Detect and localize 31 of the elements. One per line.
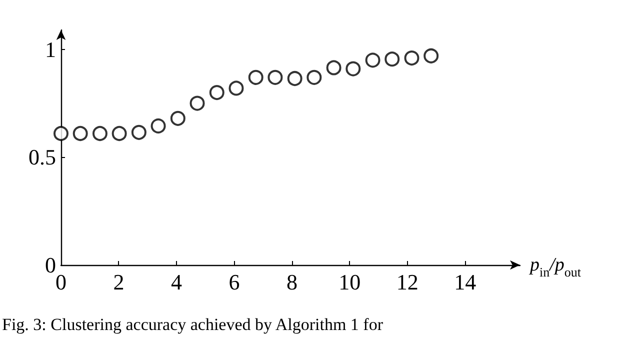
point [72,126,88,141]
point [268,70,283,85]
x-tick-label: 8 [286,270,298,294]
x-tick-label: 14 [454,270,476,294]
point [306,70,322,85]
point [131,124,146,140]
point [365,52,380,68]
point [150,118,166,134]
point [248,70,264,85]
point [424,48,439,64]
point [346,61,361,76]
point [112,126,127,141]
point [92,126,108,141]
x-tick-label: 12 [396,270,418,294]
point [209,85,224,100]
y-tick-label: 0 [45,252,56,278]
x-tick-label: 10 [338,270,361,294]
point [326,60,342,76]
y-tick-label: 1 [45,36,56,62]
x-tick-label: 2 [113,270,124,294]
point [287,71,302,86]
point [54,126,68,141]
y-tick-label: 0.5 [28,144,56,170]
point [170,110,186,126]
point [384,52,400,67]
point [190,96,205,111]
point [404,50,420,66]
caption: Fig. 3: Clustering accuracy achieved by Algorithm 1 for [2,315,384,334]
x-tick-label: 6 [228,270,240,294]
x-tick-label: 4 [170,270,182,294]
point [228,80,244,96]
